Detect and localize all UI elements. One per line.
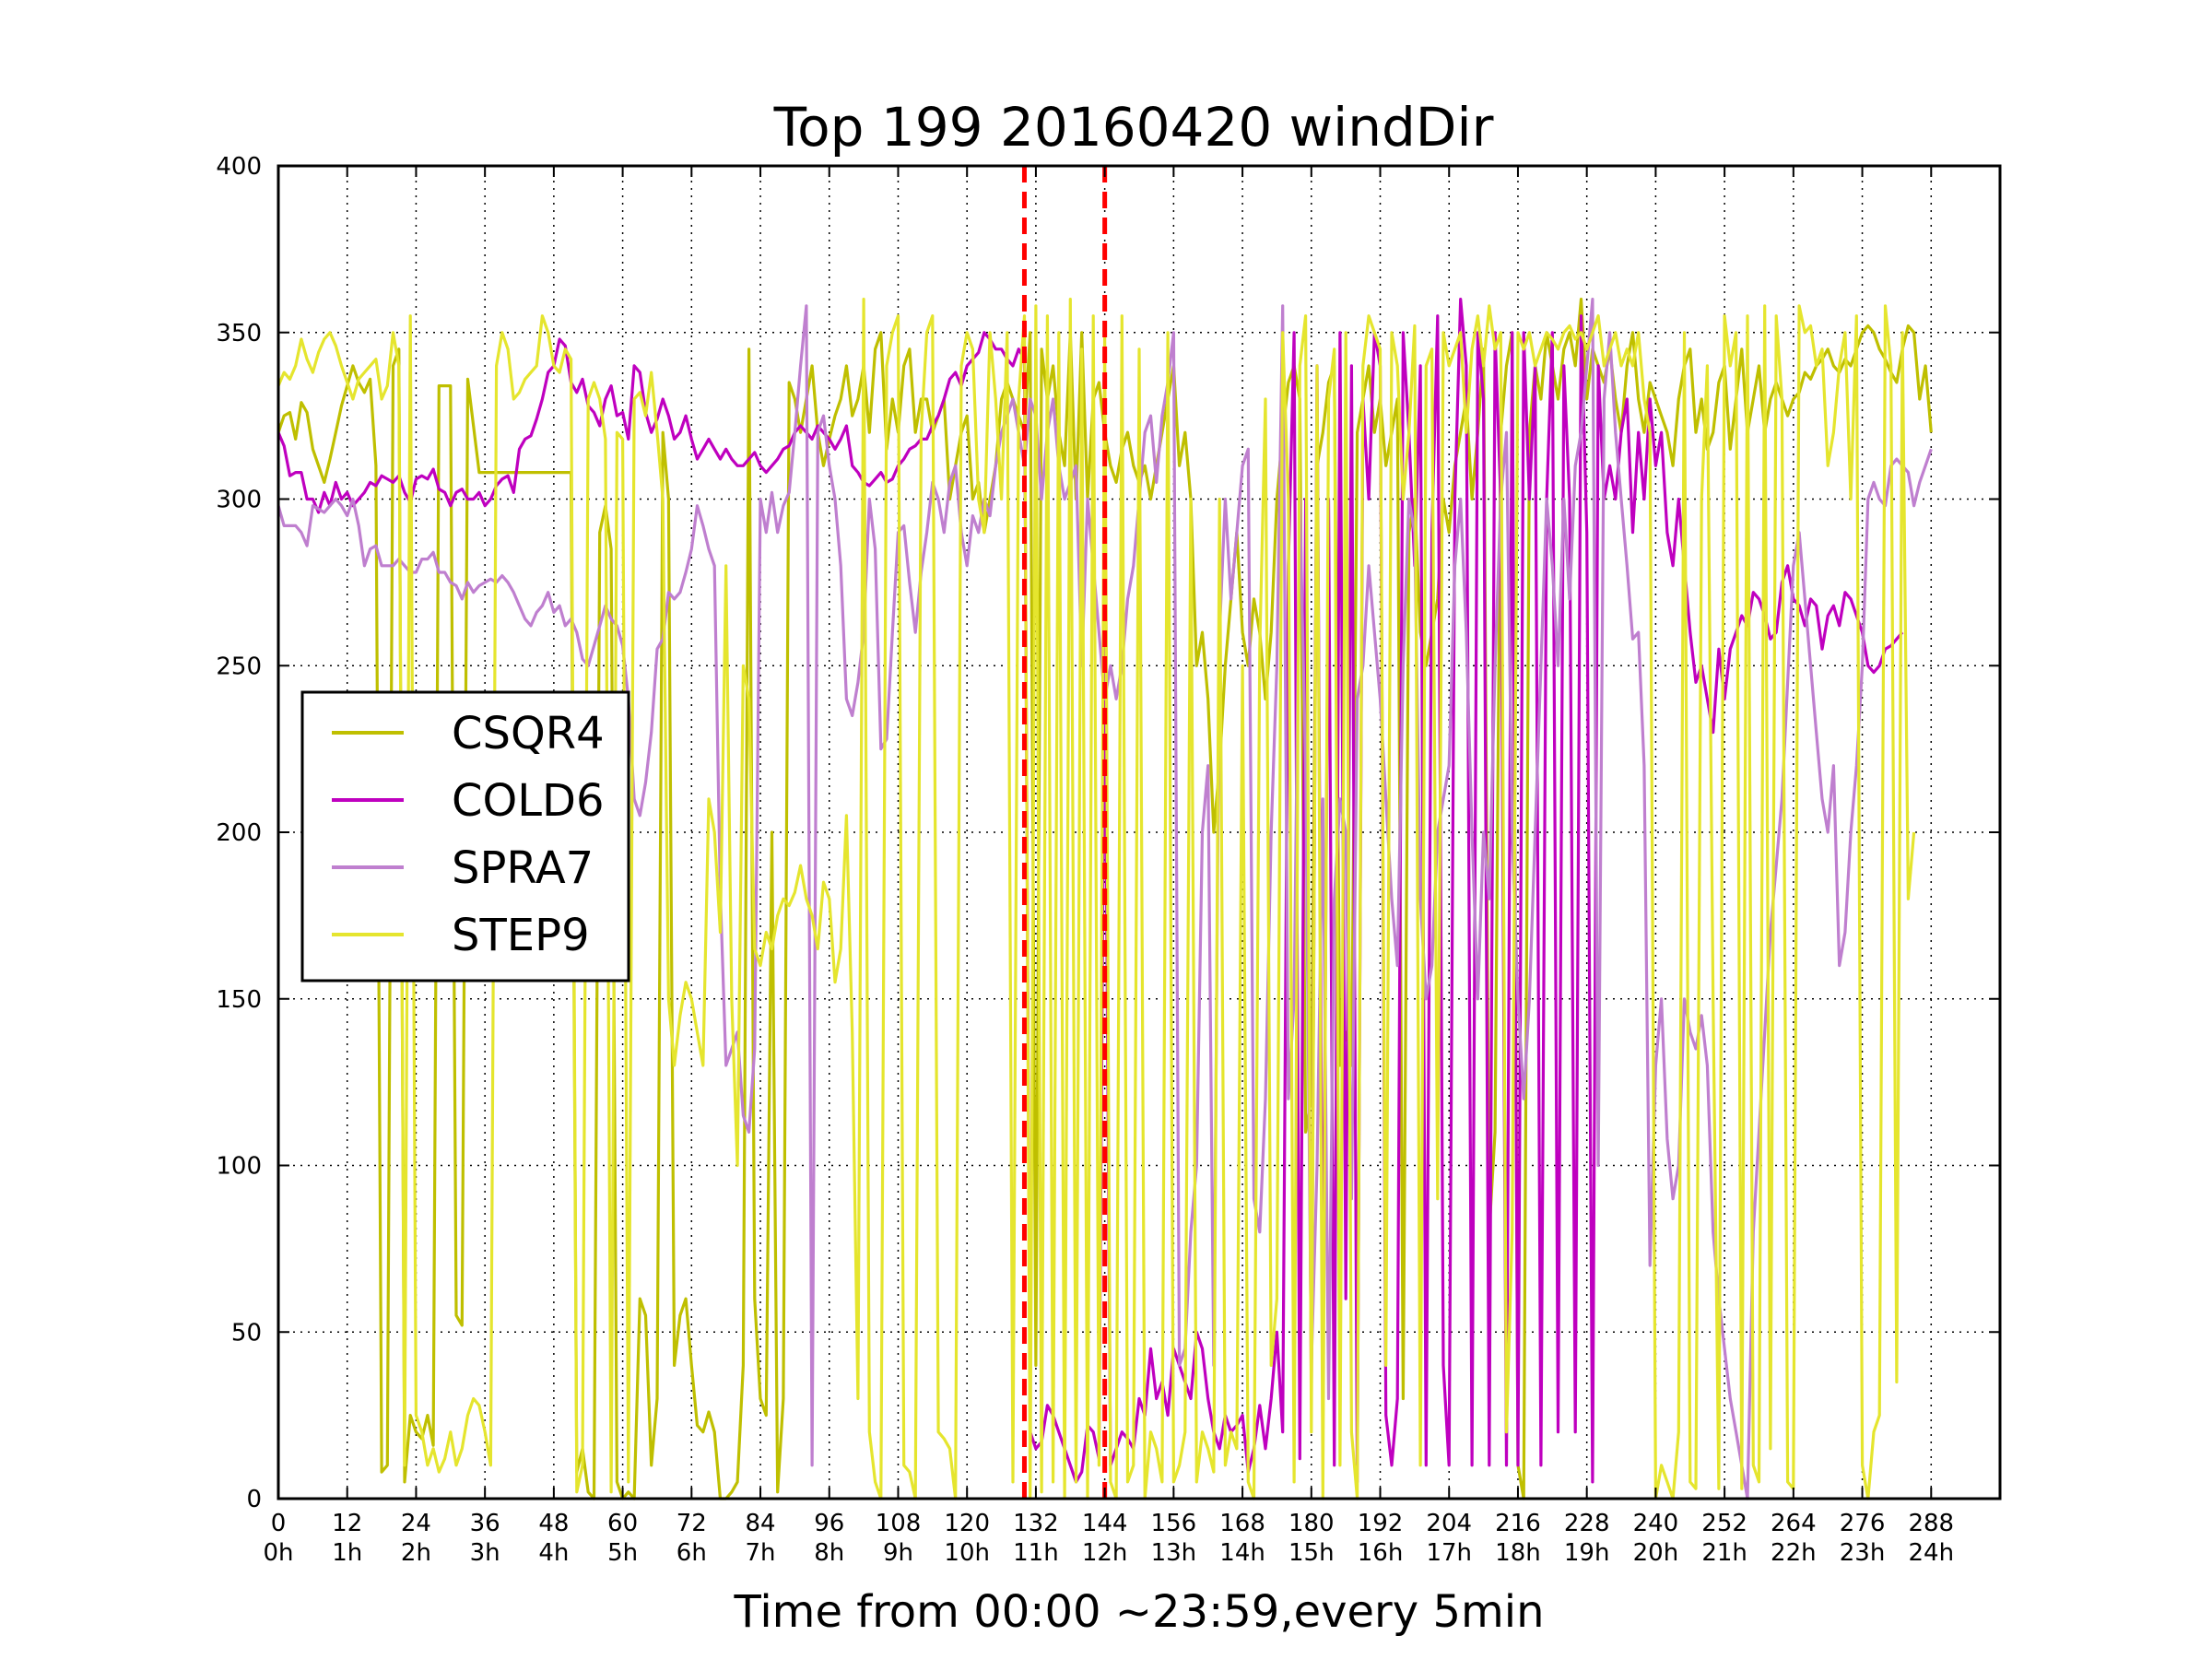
x-tick-label: 240: [1633, 1510, 1679, 1537]
x-tick-label-hour: 12h: [1082, 1539, 1128, 1567]
x-tick-label-hour: 23h: [1840, 1539, 1886, 1567]
x-tick-label: 72: [677, 1510, 707, 1537]
x-tick-label: 48: [538, 1510, 569, 1537]
x-tick-label-hour: 7h: [746, 1539, 776, 1567]
x-tick-label-hour: 6h: [677, 1539, 707, 1567]
y-tick-label: 200: [216, 819, 262, 847]
x-tick-label: 180: [1288, 1510, 1335, 1537]
x-tick-label-hour: 0h: [263, 1539, 293, 1567]
x-tick-label-hour: 15h: [1288, 1539, 1335, 1567]
x-tick-label-hour: 2h: [401, 1539, 431, 1567]
x-tick-label: 84: [745, 1510, 775, 1537]
legend-label: SPRA7: [452, 842, 594, 894]
x-tick-label-hour: 20h: [1633, 1539, 1679, 1567]
x-tick-label-hour: 8h: [814, 1539, 844, 1567]
y-tick-label: 100: [216, 1153, 262, 1181]
legend-label: STEP9: [452, 910, 590, 961]
x-tick-label: 288: [1908, 1510, 1954, 1537]
y-tick-label: 400: [216, 153, 262, 181]
x-tick-label-hour: 1h: [332, 1539, 362, 1567]
vline-layer: [1021, 166, 1108, 1499]
x-tick-label: 108: [876, 1510, 922, 1537]
x-tick-label-hour: 22h: [1771, 1539, 1817, 1567]
x-tick-label: 156: [1151, 1510, 1197, 1537]
x-tick-label-hour: 3h: [470, 1539, 500, 1567]
y-tick-label: 300: [216, 487, 262, 514]
x-tick-label: 204: [1426, 1510, 1472, 1537]
x-tick-label: 192: [1358, 1510, 1404, 1537]
x-tick-label-hour: 13h: [1151, 1539, 1197, 1567]
x-tick-label-hour: 16h: [1358, 1539, 1404, 1567]
series-line-cold6: [276, 298, 1904, 1484]
x-tick-label: 144: [1082, 1510, 1128, 1537]
x-tick-label-hour: 17h: [1426, 1539, 1472, 1567]
legend: CSQR4 COLD6 SPRA7 STEP9: [300, 690, 630, 982]
x-tick-label-hour: 10h: [944, 1539, 990, 1567]
legend-label: COLD6: [452, 775, 605, 827]
x-tick-label: 24: [401, 1510, 431, 1537]
y-tick-label: 0: [246, 1486, 262, 1513]
chart-title: Top 199 20160420 windDir: [773, 96, 1494, 159]
x-tick-label: 120: [944, 1510, 990, 1537]
y-tick-label: 150: [216, 986, 262, 1014]
legend-label: CSQR4: [452, 708, 605, 759]
x-tick-label: 60: [607, 1510, 638, 1537]
x-tick-label: 96: [814, 1510, 844, 1537]
x-tick-label-hour: 18h: [1495, 1539, 1541, 1567]
series-line-spra7: [276, 298, 1933, 1500]
series-line-step9: [276, 298, 1916, 1500]
legend-box: [300, 690, 630, 982]
y-tick-label: 50: [231, 1319, 262, 1347]
x-tick-label: 132: [1013, 1510, 1059, 1537]
x-tick-label: 12: [332, 1510, 362, 1537]
x-tick-label-hour: 19h: [1564, 1539, 1610, 1567]
y-tick-label: 250: [216, 653, 262, 680]
x-tick-label-hour: 9h: [883, 1539, 913, 1567]
x-tick-label-hour: 5h: [607, 1539, 638, 1567]
x-tick-label-hour: 24h: [1908, 1539, 1954, 1567]
x-tick-label: 168: [1219, 1510, 1265, 1537]
x-tick-label: 252: [1701, 1510, 1747, 1537]
y-tick-label: 350: [216, 320, 262, 347]
x-tick-label-hour: 21h: [1701, 1539, 1747, 1567]
x-tick-label: 264: [1771, 1510, 1817, 1537]
x-tick-label: 228: [1564, 1510, 1610, 1537]
x-tick-label: 216: [1495, 1510, 1541, 1537]
x-tick-label: 36: [470, 1510, 500, 1537]
x-tick-label: 0: [271, 1510, 287, 1537]
x-tick-label-hour: 14h: [1219, 1539, 1265, 1567]
x-tick-label-hour: 4h: [538, 1539, 569, 1567]
x-axis-label: Time from 00:00 ~23:59,every 5min: [734, 1586, 1545, 1638]
x-tick-label: 276: [1840, 1510, 1886, 1537]
x-tick-label-hour: 11h: [1013, 1539, 1059, 1567]
